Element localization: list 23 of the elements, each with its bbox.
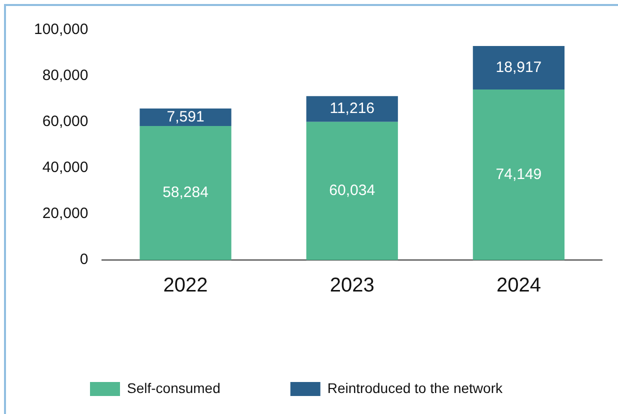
text: 60,034 (329, 182, 376, 200)
text: 18,917 (496, 58, 542, 76)
y-tick-label: 0 (80, 251, 88, 268)
x-tick-label: 2023 (330, 274, 374, 297)
text: 11,216 (330, 100, 374, 118)
x-tick-label: 2022 (163, 274, 208, 297)
y-tick-label: 60,000 (42, 113, 88, 130)
text: 7,591 (166, 108, 204, 126)
x-tick-label: 2024 (496, 274, 541, 297)
legend-label: Self-consumed (127, 380, 220, 396)
bar (306, 96, 398, 122)
bar (140, 126, 232, 260)
bar (472, 89, 565, 260)
bar (472, 46, 565, 90)
bar (140, 108, 232, 126)
y-tick-label: 20,000 (42, 205, 88, 222)
y-tick-label: 40,000 (42, 159, 88, 176)
text: 58,284 (162, 184, 208, 202)
legend-label: Reintroduced to the network (327, 380, 504, 396)
y-tick-label: 80,000 (42, 67, 88, 84)
text: 74,149 (496, 166, 542, 183)
y-tick-label: 100,000 (34, 21, 88, 38)
bar (306, 122, 398, 260)
